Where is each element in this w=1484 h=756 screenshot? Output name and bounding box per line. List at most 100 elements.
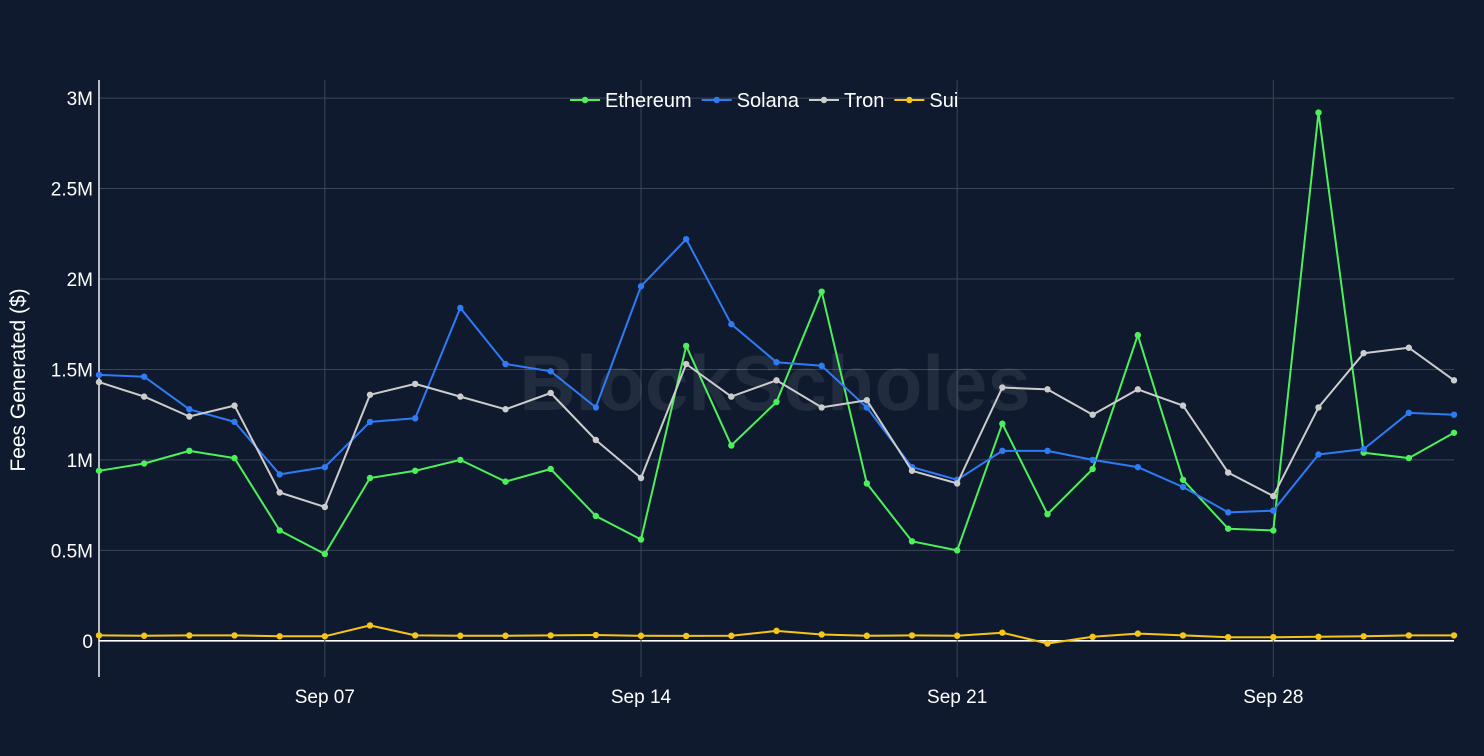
data-point-tron xyxy=(637,474,645,482)
data-point-ethereum xyxy=(953,547,961,554)
series-solana xyxy=(95,236,1458,516)
legend-label-sui: Sui xyxy=(929,90,958,112)
data-point-ethereum xyxy=(863,480,871,487)
legend-marker-tron xyxy=(820,96,828,104)
data-point-sui xyxy=(321,633,329,640)
y-tick-label: 0 xyxy=(82,632,93,653)
data-point-tron xyxy=(908,467,916,474)
data-point-ethereum xyxy=(1089,465,1096,473)
data-point-tron xyxy=(953,480,961,487)
data-point-ethereum xyxy=(547,465,554,473)
data-point-ethereum xyxy=(773,398,780,406)
data-point-sui xyxy=(953,632,961,639)
data-point-solana xyxy=(1270,507,1277,514)
data-point-solana xyxy=(276,471,283,478)
legend-label-solana: Solana xyxy=(737,90,800,112)
data-point-solana xyxy=(1315,451,1322,458)
legend-item-tron: Tron xyxy=(808,90,884,112)
data-point-sui xyxy=(682,632,690,640)
data-point-ethereum xyxy=(592,512,600,520)
data-point-tron xyxy=(321,503,329,511)
data-point-sui xyxy=(457,632,464,639)
data-point-solana xyxy=(140,373,148,380)
data-point-tron xyxy=(592,436,600,444)
data-point-solana xyxy=(502,360,509,368)
data-point-ethereum xyxy=(1179,476,1187,484)
data-point-ethereum xyxy=(186,447,193,455)
data-point-ethereum xyxy=(728,442,735,449)
series-line-ethereum xyxy=(98,111,1455,555)
data-point-solana xyxy=(682,236,690,243)
y-tick-label: 1.5M xyxy=(51,360,93,381)
x-tick-label: Sep 21 xyxy=(927,687,987,708)
data-point-tron xyxy=(1405,344,1413,351)
data-point-ethereum xyxy=(908,538,916,545)
data-point-solana xyxy=(728,321,735,328)
data-point-ethereum xyxy=(1270,527,1277,534)
data-point-ethereum xyxy=(1315,109,1322,116)
data-point-tron xyxy=(1315,404,1322,411)
data-point-tron xyxy=(366,391,374,398)
y-tick-label: 3M xyxy=(67,89,93,110)
data-point-ethereum xyxy=(502,478,509,485)
data-point-ethereum xyxy=(1224,525,1232,532)
data-point-tron xyxy=(1134,386,1142,393)
x-tick-label: Sep 07 xyxy=(295,687,355,708)
data-point-solana xyxy=(186,406,193,413)
data-point-sui xyxy=(908,632,916,639)
data-point-solana xyxy=(411,415,419,422)
data-point-solana xyxy=(592,404,600,411)
data-point-sui xyxy=(863,632,871,639)
data-point-ethereum xyxy=(637,536,645,543)
data-point-ethereum xyxy=(818,288,825,295)
data-point-sui xyxy=(818,631,825,638)
data-point-solana xyxy=(95,371,103,379)
legend: Ethereum Solana Tron Sui xyxy=(570,90,958,112)
data-point-solana xyxy=(1179,483,1187,491)
data-point-tron xyxy=(186,413,193,420)
data-point-tron xyxy=(1270,492,1277,500)
data-point-sui xyxy=(1405,632,1413,639)
data-point-solana xyxy=(1134,463,1142,471)
data-point-tron xyxy=(95,378,103,386)
x-tick-label: Sep 14 xyxy=(611,687,672,708)
series-layer xyxy=(95,109,1458,647)
data-point-solana xyxy=(321,463,329,471)
y-tick-label: 1M xyxy=(67,451,93,472)
data-point-ethereum xyxy=(276,527,283,534)
data-point-ethereum xyxy=(457,456,464,464)
data-point-tron xyxy=(682,360,690,368)
data-point-sui xyxy=(547,632,554,639)
y-tick-label: 2.5M xyxy=(51,180,93,201)
grid-layer xyxy=(99,80,1454,677)
legend-label-ethereum: Ethereum xyxy=(605,90,692,112)
data-point-tron xyxy=(1089,411,1096,418)
data-point-tron xyxy=(818,404,825,411)
data-point-tron xyxy=(1224,469,1232,476)
data-point-sui xyxy=(637,632,645,639)
data-point-sui xyxy=(95,632,103,639)
data-point-sui xyxy=(1270,634,1277,641)
data-point-sui xyxy=(502,632,509,639)
data-point-sui xyxy=(140,632,148,639)
data-point-sui xyxy=(1450,632,1458,639)
data-point-solana xyxy=(1044,447,1051,455)
data-point-sui xyxy=(1360,633,1367,640)
data-point-sui xyxy=(728,632,735,639)
data-point-solana xyxy=(1089,456,1096,464)
y-tick-label: 2M xyxy=(67,270,93,291)
data-point-tron xyxy=(1179,402,1187,409)
data-point-tron xyxy=(140,393,148,400)
data-point-sui xyxy=(411,632,419,639)
data-point-tron xyxy=(999,384,1006,391)
data-point-sui xyxy=(773,627,780,635)
legend-marker-ethereum xyxy=(581,96,589,104)
data-point-sui xyxy=(1089,633,1096,641)
data-point-sui xyxy=(276,633,283,640)
y-axis-title: Fees Generated ($) xyxy=(7,288,30,471)
data-point-sui xyxy=(592,631,600,639)
data-point-tron xyxy=(773,377,780,384)
data-point-sui xyxy=(231,632,238,639)
